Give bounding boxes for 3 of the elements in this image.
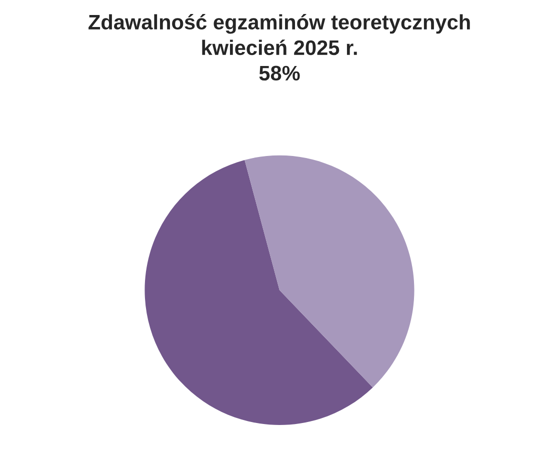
pie-slice bbox=[144, 160, 373, 425]
pie-slice bbox=[244, 155, 414, 388]
chart-title: Zdawalność egzaminów teoretycznych kwiecień 2025 r. 58% bbox=[88, 14, 470, 81]
